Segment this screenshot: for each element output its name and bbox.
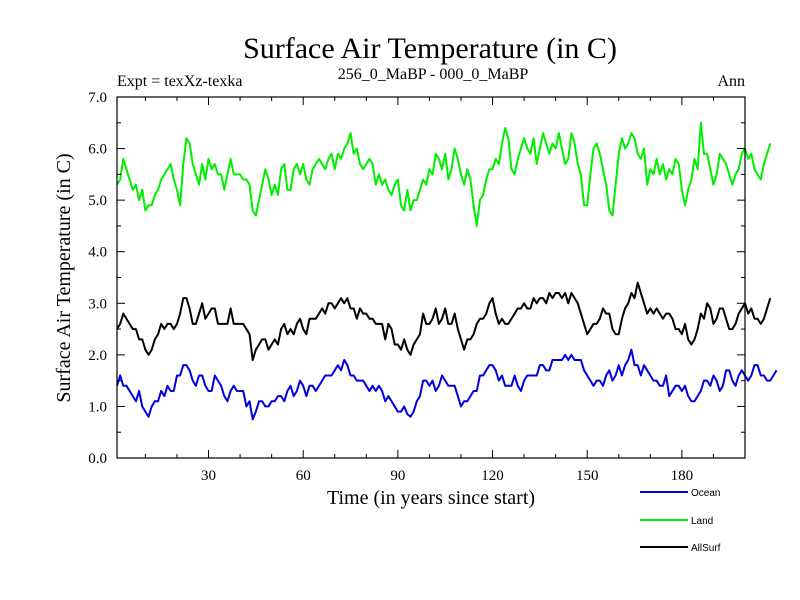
y-tick-label: 1.0 [88, 399, 107, 415]
legend-label-ocean: Ocean [691, 488, 720, 499]
series-line-ocean [116, 348, 778, 421]
series-line-land [116, 121, 772, 227]
y-tick-label: 5.0 [88, 193, 107, 209]
period-label: 256_0_MaBP - 000_0_MaBP [338, 66, 529, 83]
x-axis-label: Time (in years since start) [327, 487, 535, 509]
x-tick-label: 120 [481, 468, 504, 484]
x-axis: 30 60 90 120 150 180 [144, 97, 714, 484]
season-label: Ann [717, 73, 745, 90]
y-tick-label: 6.0 [88, 142, 107, 158]
legend: Ocean Land AllSurf [640, 488, 721, 554]
x-tick-label: 180 [671, 468, 694, 484]
x-tick-label: 30 [201, 468, 216, 484]
series-line-allsurf [116, 281, 772, 362]
legend-label-allsurf: AllSurf [691, 543, 721, 554]
y-axis: 0.0 1.0 2.0 3.0 4.0 5.0 6.0 7.0 [88, 90, 745, 467]
y-tick-label: 3.0 [88, 296, 107, 312]
series-group [116, 121, 778, 421]
y-tick-label: 7.0 [88, 90, 107, 106]
x-tick-label: 150 [576, 468, 599, 484]
y-tick-label: 4.0 [88, 245, 107, 261]
chart-title: Surface Air Temperature (in C) [243, 32, 617, 65]
y-axis-label: Surface Air Temperature (in C) [53, 153, 75, 402]
plot-frame [116, 96, 746, 459]
x-tick-label: 90 [390, 468, 405, 484]
legend-label-land: Land [691, 516, 713, 527]
x-tick-label: 60 [296, 468, 311, 484]
experiment-label: Expt = texXz-texka [117, 73, 242, 90]
y-tick-label: 2.0 [88, 348, 107, 364]
y-tick-label: 0.0 [88, 451, 107, 467]
